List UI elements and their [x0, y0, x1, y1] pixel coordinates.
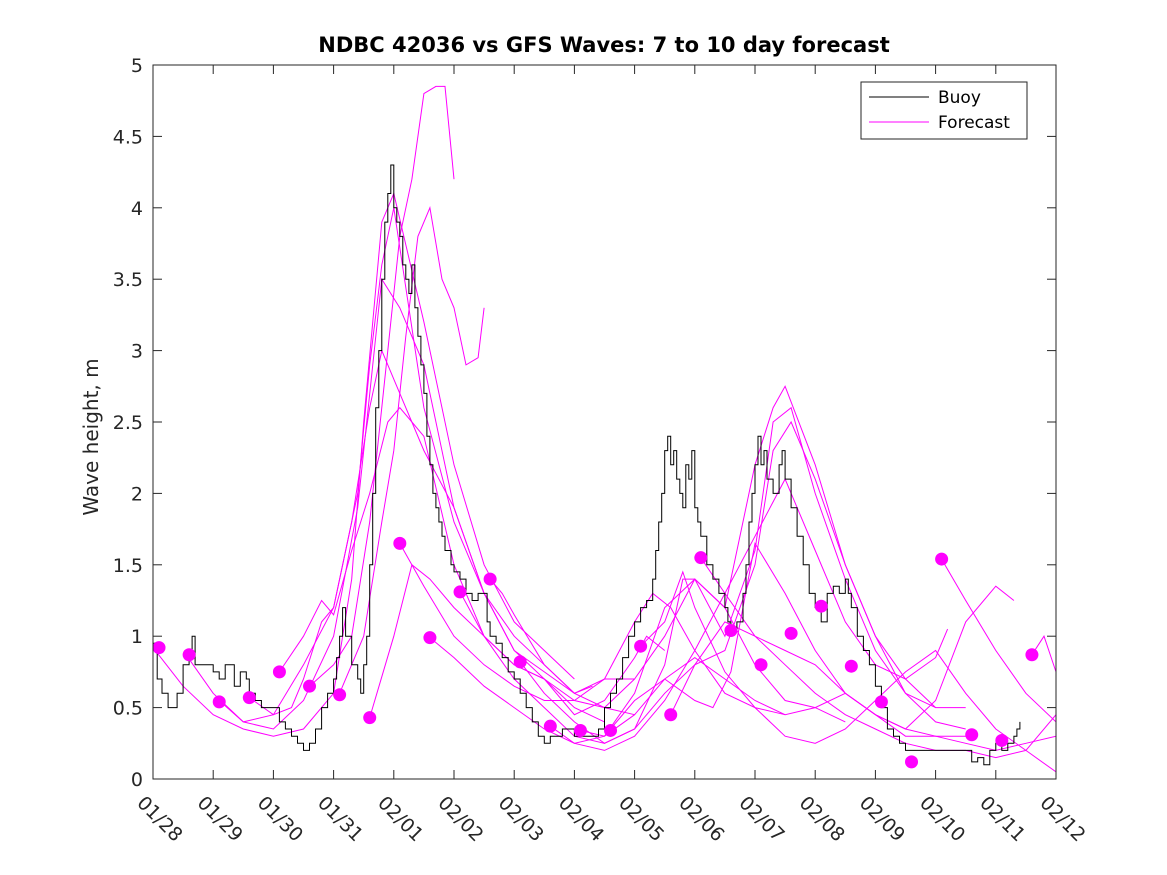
forecast-start-marker-27 [965, 728, 979, 742]
forecast-series-line-16 [610, 585, 1015, 730]
y-tick-label-9: 4.5 [113, 126, 143, 148]
forecast-series-line-3 [218, 207, 605, 723]
legend-forecast-label: Forecast [938, 113, 1010, 133]
buoy-series-line [153, 164, 1021, 766]
forecast-start-marker-17 [664, 708, 678, 722]
forecast-start-marker-25 [905, 755, 919, 769]
forecast-start-marker-10 [453, 585, 467, 599]
legend: Buoy Forecast [860, 81, 1028, 140]
y-tick-label-5: 2.5 [113, 412, 143, 434]
forecast-start-marker-4 [272, 665, 286, 679]
forecast-series-line-10 [429, 578, 846, 744]
y-tick-label-1: 0.5 [113, 698, 143, 720]
forecast-start-marker-2 [212, 695, 226, 709]
forecast-start-marker-0 [152, 641, 166, 655]
chart-title: NDBC 42036 vs GFS Waves: 7 to 10 day for… [318, 33, 889, 57]
forecast-start-marker-21 [784, 626, 798, 640]
forecast-start-marker-8 [393, 536, 407, 550]
forecast-start-marker-20 [754, 658, 768, 672]
y-tick-label-3: 1.5 [113, 555, 143, 577]
forecast-start-marker-9 [423, 631, 437, 645]
y-tick-label-7: 3.5 [113, 269, 143, 291]
forecast-start-marker-29 [1025, 648, 1039, 662]
forecast-start-marker-5 [303, 679, 317, 693]
y-tick-label-0: 0 [131, 769, 143, 791]
forecast-start-marker-14 [573, 723, 587, 737]
forecast-start-marker-16 [634, 639, 648, 653]
forecast-series-line-21 [1031, 635, 1056, 673]
forecast-start-marker-3 [242, 691, 256, 705]
forecast-start-marker-6 [333, 688, 347, 702]
forecast-start-marker-22 [814, 599, 828, 613]
forecast-start-marker-26 [935, 552, 949, 566]
forecast-start-marker-18 [694, 551, 708, 565]
forecast-start-marker-23 [844, 659, 858, 673]
forecast-series-line-14 [550, 477, 949, 751]
forecast-series-line-9 [399, 543, 786, 716]
forecast-start-marker-1 [182, 648, 196, 662]
forecast-series-line-7 [339, 206, 485, 694]
axes-background [153, 65, 1056, 779]
forecast-start-marker-28 [995, 733, 1009, 747]
forecast-series-line-20 [941, 558, 1056, 723]
forecast-start-marker-12 [513, 655, 527, 669]
forecast-series-line-15 [580, 542, 966, 737]
forecast-series-line-5 [278, 406, 666, 716]
legend-box [860, 81, 1028, 140]
forecast-series-line-2 [185, 277, 593, 730]
forecast-start-marker-15 [604, 723, 618, 737]
y-axis-label: Wave height, m [79, 358, 103, 515]
forecast-start-marker-19 [724, 623, 738, 637]
forecast-series-line-17 [640, 570, 1056, 773]
forecast-series-line-19 [700, 557, 1056, 759]
y-tick-label-10: 5 [131, 55, 143, 77]
series-group [153, 85, 1056, 773]
legend-buoy-label: Buoy [938, 88, 981, 108]
y-tick-label-6: 3 [131, 341, 143, 363]
forecast-start-marker-11 [483, 572, 497, 586]
forecast-start-marker-13 [543, 719, 557, 733]
forecast-start-marker-24 [874, 695, 888, 709]
y-tick-label-4: 2 [131, 483, 143, 505]
forecast-start-marker-7 [363, 711, 377, 725]
y-tick-label-2: 1 [131, 626, 143, 648]
y-tick-label-8: 4 [131, 198, 143, 220]
